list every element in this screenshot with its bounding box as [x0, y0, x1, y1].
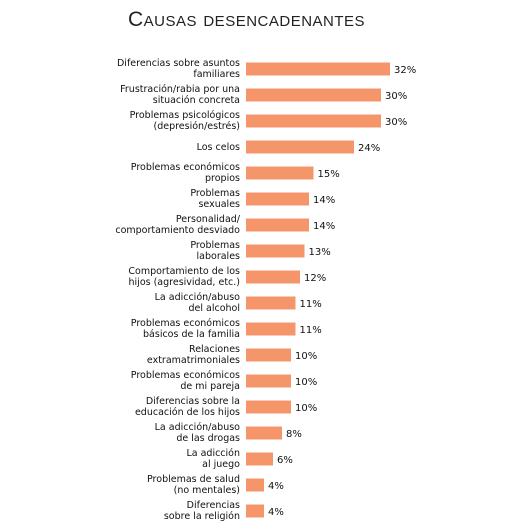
category-label: Personalidad/ comportamiento desviado: [115, 214, 240, 236]
bar: [246, 166, 314, 180]
bar: [246, 140, 354, 154]
bar: [246, 374, 291, 388]
category-label: Frustración/rabia por una situación conc…: [120, 84, 240, 106]
category-label: La adicción al juego: [186, 448, 240, 470]
category-label: Diferencias sobre la religión: [163, 500, 240, 522]
value-label: 10%: [295, 403, 317, 414]
bar: [246, 478, 264, 492]
value-label: 10%: [295, 377, 317, 388]
category-label: La adicción/abuso del alcohol: [154, 292, 240, 314]
chart-title: Causas desencadenantes: [128, 8, 366, 31]
category-label: Problemas de salud (no mentales): [147, 474, 240, 496]
value-label: 8%: [286, 429, 302, 440]
bar: [246, 348, 291, 362]
category-label: La adicción/abuso de las drogas: [154, 422, 240, 444]
category-label: Comportamiento de los hijos (agresividad…: [128, 266, 240, 288]
category-label: Diferencias sobre asuntos familiares: [116, 58, 240, 80]
bar: [246, 322, 296, 336]
value-label: 32%: [394, 65, 416, 76]
value-label: 10%: [295, 351, 317, 362]
bar: [246, 296, 296, 310]
bar: [246, 400, 291, 414]
value-label: 15%: [318, 169, 340, 180]
category-label: Relaciones extramatrimoniales: [146, 344, 240, 366]
value-label: 6%: [277, 455, 293, 466]
value-label: 4%: [268, 507, 284, 518]
bar: [246, 62, 390, 76]
value-label: 24%: [358, 143, 380, 154]
category-label: Problemas económicos de mi pareja: [130, 370, 240, 392]
category-label: Problemas sexuales: [190, 188, 240, 210]
category-label: Problemas psicológicos (depresión/estrés…: [129, 110, 240, 132]
bar: [246, 426, 282, 440]
value-label: 30%: [385, 117, 407, 128]
value-label: 30%: [385, 91, 407, 102]
bar: [246, 88, 381, 102]
value-label: 13%: [309, 247, 331, 258]
value-label: 11%: [300, 325, 322, 336]
bar: [246, 244, 305, 258]
bar: [246, 114, 381, 128]
bar: [246, 218, 309, 232]
category-label: Los celos: [196, 141, 240, 153]
category-label: Problemas laborales: [190, 240, 240, 262]
bar: [246, 504, 264, 518]
bar: [246, 270, 300, 284]
category-label: Diferencias sobre la educación de los hi…: [134, 396, 240, 418]
bar: [246, 192, 309, 206]
bar: [246, 452, 273, 466]
value-label: 14%: [313, 195, 335, 206]
category-label: Problemas económicos propios: [130, 162, 240, 184]
value-label: 14%: [313, 221, 335, 232]
value-label: 12%: [304, 273, 326, 284]
value-label: 11%: [300, 299, 322, 310]
value-label: 4%: [268, 481, 284, 492]
category-label: Problemas económicos básicos de la famil…: [130, 318, 240, 340]
